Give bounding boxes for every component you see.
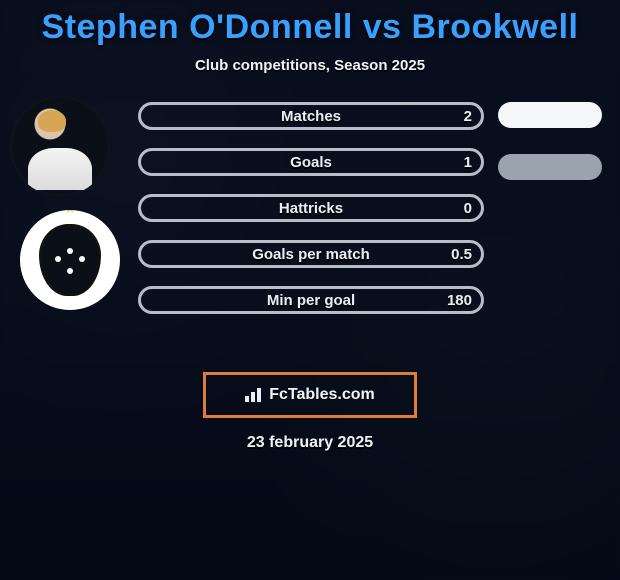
stat-label: Matches bbox=[138, 102, 484, 130]
club-badge-icon bbox=[39, 224, 101, 296]
brand-box: FcTables.com bbox=[203, 372, 417, 418]
stat-row: Goals per match0.5 bbox=[138, 240, 484, 268]
date-text: 23 february 2025 bbox=[0, 434, 620, 452]
subtitle: Club competitions, Season 2025 bbox=[0, 57, 620, 74]
stat-value: 180 bbox=[447, 286, 472, 314]
brand-text: FcTables.com bbox=[269, 386, 375, 404]
player-hair bbox=[38, 110, 66, 132]
stat-row: Min per goal180 bbox=[138, 286, 484, 314]
stat-value: 2 bbox=[464, 102, 472, 130]
page-title: Stephen O'Donnell vs Brookwell bbox=[0, 8, 620, 47]
stats-chart: ★ Matches2 Goals1 Hattricks0 Goals per matc… bbox=[0, 102, 620, 352]
stat-label: Goals per match bbox=[138, 240, 484, 268]
stat-value: 0 bbox=[464, 194, 472, 222]
stat-label: Hattricks bbox=[138, 194, 484, 222]
stat-label: Goals bbox=[138, 148, 484, 176]
stat-row: Goals1 bbox=[138, 148, 484, 176]
infographic-root: Stephen O'Donnell vs Brookwell Club comp… bbox=[0, 0, 620, 580]
stat-value: 0.5 bbox=[451, 240, 472, 268]
stat-rows: Matches2Goals1Hattricks0Goals per match0… bbox=[138, 102, 484, 332]
stat-label: Min per goal bbox=[138, 286, 484, 314]
right-stat-blob bbox=[498, 154, 602, 180]
player-avatar bbox=[10, 96, 110, 196]
stat-row: Hattricks0 bbox=[138, 194, 484, 222]
club-avatar: ★ bbox=[20, 210, 120, 310]
right-stat-blob bbox=[498, 102, 602, 128]
bars-icon bbox=[245, 388, 263, 402]
stat-row: Matches2 bbox=[138, 102, 484, 130]
star-icon: ★ bbox=[64, 210, 77, 217]
stat-value: 1 bbox=[464, 148, 472, 176]
